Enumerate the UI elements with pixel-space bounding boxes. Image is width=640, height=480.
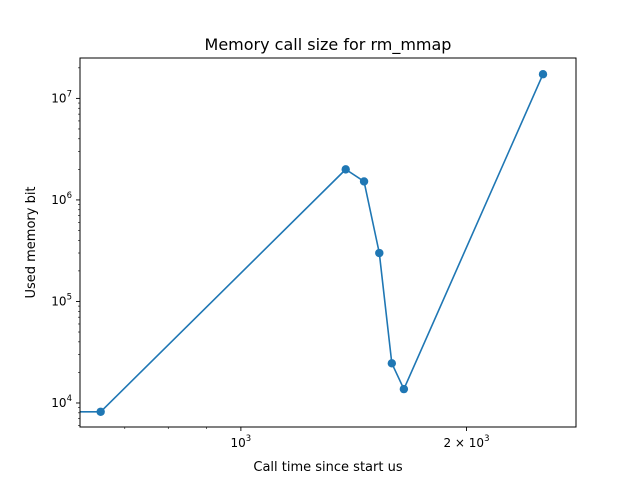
y-axis-label: Used memory bit (24, 186, 39, 298)
data-point-6 (399, 384, 409, 394)
data-point-7 (538, 70, 548, 79)
data-point-1 (96, 407, 105, 416)
data-point-3 (359, 177, 369, 186)
data-point-5 (387, 359, 397, 368)
y-tick-label-0: 104 (51, 394, 72, 410)
x-tick-label-1: 2 × 103 (443, 434, 489, 450)
axis-ticks: 103 2 × 103 104 105 106 107 (51, 67, 489, 450)
data-series (80, 70, 548, 416)
series-line-0 (80, 73, 544, 413)
y-tick-label-3: 107 (51, 89, 72, 105)
chart-title: Memory call size for rm_mmap (205, 35, 452, 55)
plot-frame (79, 57, 577, 428)
x-axis-label: Call time since start us (253, 460, 402, 475)
data-point-4 (375, 248, 384, 258)
y-tick-label-2: 106 (51, 191, 72, 207)
data-point-2 (341, 165, 350, 174)
y-tick-label-1: 105 (51, 292, 72, 308)
x-tick-label-0: 103 (231, 434, 252, 450)
